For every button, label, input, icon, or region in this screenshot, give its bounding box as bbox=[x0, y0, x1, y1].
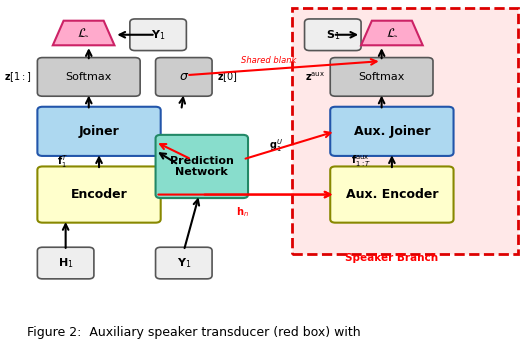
Text: $\mathbf{z}[0]$: $\mathbf{z}[0]$ bbox=[217, 70, 238, 84]
FancyBboxPatch shape bbox=[130, 19, 186, 51]
Text: Joiner: Joiner bbox=[79, 125, 119, 138]
Polygon shape bbox=[53, 21, 114, 45]
FancyBboxPatch shape bbox=[155, 58, 212, 96]
Text: $\mathbf{H}_1$: $\mathbf{H}_1$ bbox=[58, 256, 73, 270]
Text: $\mathbf{z}^{\mathrm{aux}}$: $\mathbf{z}^{\mathrm{aux}}$ bbox=[305, 71, 325, 83]
FancyBboxPatch shape bbox=[330, 58, 433, 96]
Text: $\mathcal{L}_{\hat{}}$: $\mathcal{L}_{\hat{}}$ bbox=[77, 27, 90, 40]
FancyBboxPatch shape bbox=[155, 135, 248, 198]
Text: Encoder: Encoder bbox=[71, 188, 127, 201]
Text: $\mathbf{z}[1:]$: $\mathbf{z}[1:]$ bbox=[4, 70, 32, 84]
Polygon shape bbox=[361, 21, 423, 45]
Text: $\mathcal{L}_{\hat{}}$: $\mathcal{L}_{\hat{}}$ bbox=[386, 27, 398, 40]
Text: Aux. Joiner: Aux. Joiner bbox=[354, 125, 430, 138]
Text: Softmax: Softmax bbox=[359, 72, 405, 82]
FancyBboxPatch shape bbox=[37, 58, 140, 96]
Text: Aux. Encoder: Aux. Encoder bbox=[346, 188, 438, 201]
Text: $\mathbf{Y}_1$: $\mathbf{Y}_1$ bbox=[177, 256, 191, 270]
FancyBboxPatch shape bbox=[37, 107, 161, 156]
Text: $\mathbf{Y}_1$: $\mathbf{Y}_1$ bbox=[151, 28, 165, 42]
Text: Softmax: Softmax bbox=[65, 72, 112, 82]
FancyBboxPatch shape bbox=[155, 247, 212, 279]
Text: $\mathbf{h}_n$: $\mathbf{h}_n$ bbox=[236, 205, 250, 219]
Text: Figure 2:  Auxiliary speaker transducer (red box) with: Figure 2: Auxiliary speaker transducer (… bbox=[27, 326, 361, 338]
Text: $\mathbf{f}_1^T$: $\mathbf{f}_1^T$ bbox=[57, 153, 68, 170]
Text: $\sigma$: $\sigma$ bbox=[179, 70, 189, 84]
FancyBboxPatch shape bbox=[330, 107, 454, 156]
Text: $\mathbf{g}_1^U$: $\mathbf{g}_1^U$ bbox=[269, 137, 282, 154]
FancyBboxPatch shape bbox=[304, 19, 361, 51]
Text: $\mathbf{S}_1$: $\mathbf{S}_1$ bbox=[326, 28, 340, 42]
Text: Prediction
Network: Prediction Network bbox=[170, 156, 234, 177]
FancyBboxPatch shape bbox=[292, 8, 518, 254]
FancyBboxPatch shape bbox=[37, 247, 94, 279]
Text: Speaker Branch: Speaker Branch bbox=[345, 252, 438, 263]
FancyBboxPatch shape bbox=[330, 166, 454, 223]
FancyBboxPatch shape bbox=[37, 166, 161, 223]
Text: $\mathbf{f}_{1:T}^{\mathrm{aux}}$: $\mathbf{f}_{1:T}^{\mathrm{aux}}$ bbox=[351, 154, 371, 169]
Text: Shared blank: Shared blank bbox=[241, 56, 296, 65]
